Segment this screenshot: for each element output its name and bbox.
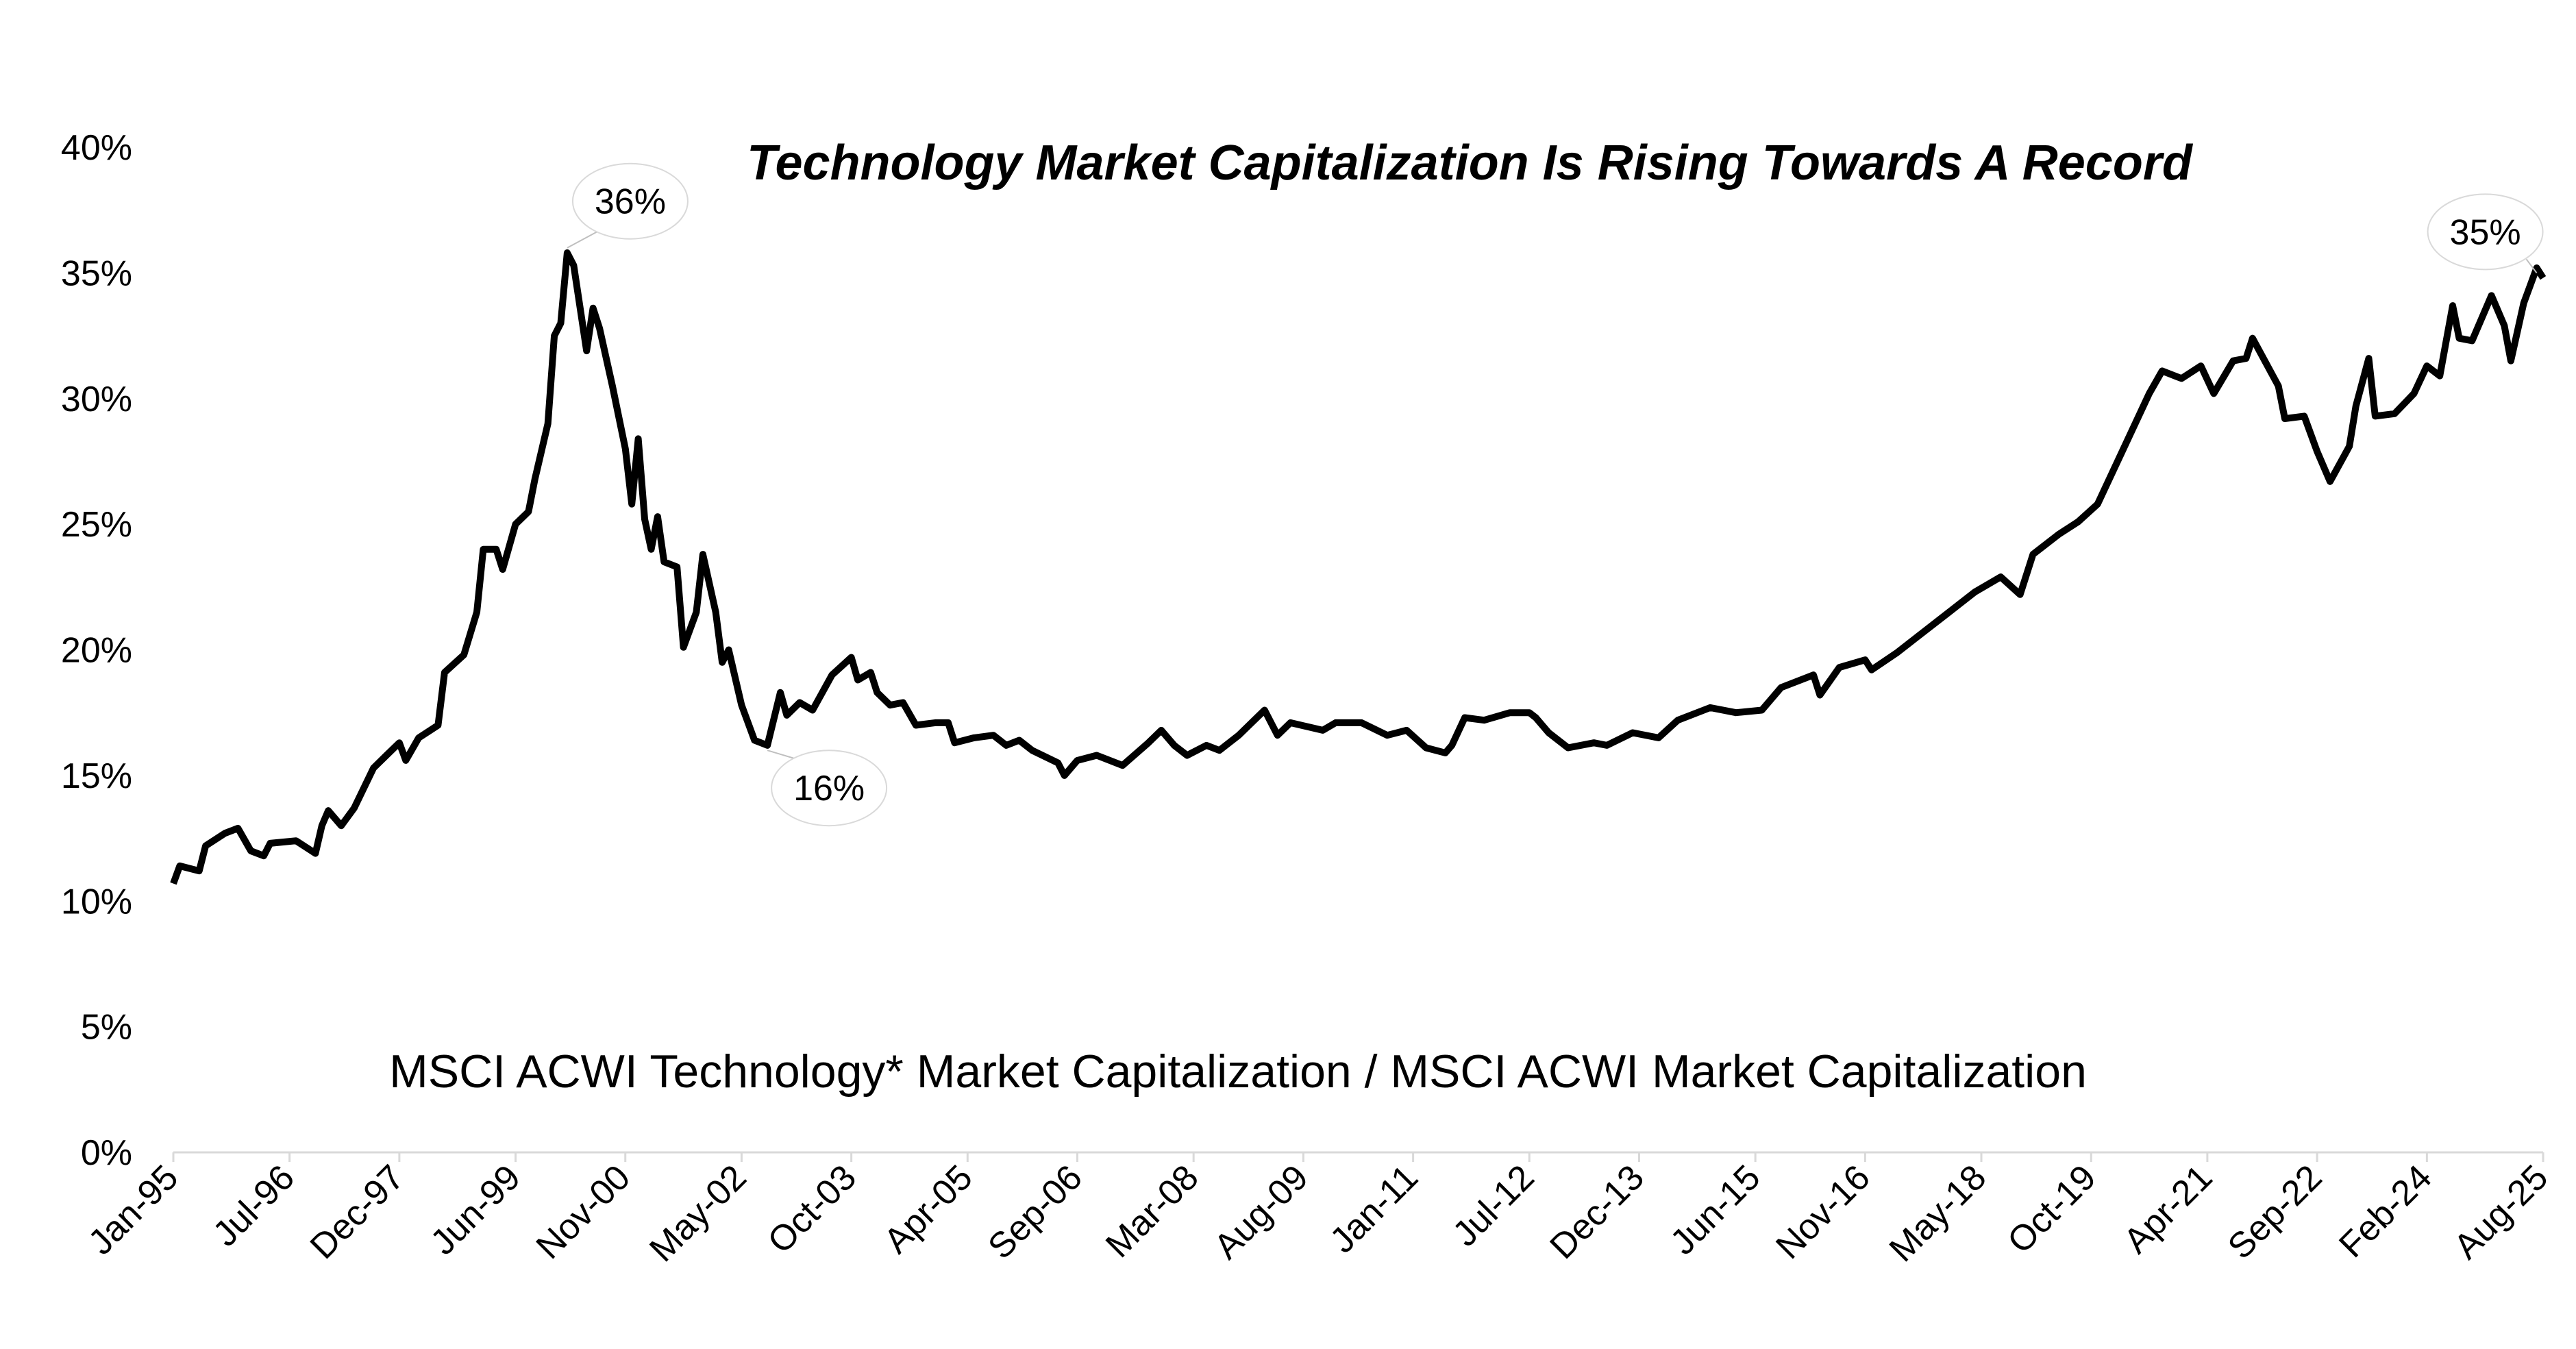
x-tick-label: Jun-15 bbox=[1663, 1157, 1768, 1262]
y-tick-label: 25% bbox=[61, 505, 132, 545]
callout-bubble bbox=[2427, 193, 2544, 271]
callout-label: 16% bbox=[793, 769, 865, 808]
callout-leader bbox=[2525, 258, 2538, 273]
x-tick-label: Aug-25 bbox=[2447, 1157, 2556, 1267]
x-tick-label: Dec-97 bbox=[303, 1157, 412, 1267]
x-tick-label: Jan-11 bbox=[1322, 1157, 1426, 1261]
y-tick-label: 5% bbox=[81, 1008, 132, 1048]
x-tick-label: Aug-09 bbox=[1206, 1157, 1316, 1267]
y-tick-label: 30% bbox=[61, 380, 132, 419]
y-tick-label: 10% bbox=[61, 882, 132, 921]
x-tick-label: Jan-95 bbox=[81, 1157, 186, 1262]
chart-title: Technology Market Capitalization Is Risi… bbox=[747, 136, 2194, 190]
x-tick-label: Nov-00 bbox=[529, 1157, 639, 1267]
x-tick-label: Oct-19 bbox=[2000, 1157, 2103, 1261]
data-line bbox=[170, 249, 2547, 885]
y-tick-label: 35% bbox=[61, 253, 132, 293]
x-tick-label: May-02 bbox=[642, 1157, 754, 1270]
y-tick-label: 15% bbox=[61, 756, 132, 796]
x-tick-label: Sep-06 bbox=[980, 1157, 1090, 1267]
x-tick-label: Apr-05 bbox=[876, 1157, 980, 1261]
x-tick-label: Jul-96 bbox=[206, 1157, 302, 1254]
y-tick-label: 0% bbox=[81, 1133, 132, 1173]
y-tick-label: 40% bbox=[61, 128, 132, 168]
x-tick-label: May-18 bbox=[1882, 1157, 1994, 1270]
x-tick-label: Dec-13 bbox=[1542, 1157, 1652, 1267]
x-tick-label: Feb-24 bbox=[2331, 1157, 2440, 1265]
callout-label: 35% bbox=[2450, 212, 2521, 252]
y-tick-label: 20% bbox=[61, 631, 132, 671]
callout-bubble bbox=[571, 162, 689, 240]
x-tick-label: Jun-99 bbox=[423, 1157, 528, 1262]
x-tick-label: Apr-21 bbox=[2116, 1157, 2220, 1261]
callout-label: 36% bbox=[595, 182, 666, 222]
x-tick-label: Nov-16 bbox=[1768, 1157, 1878, 1267]
x-tick-label: Sep-22 bbox=[2220, 1157, 2330, 1267]
x-tick-label: Mar-08 bbox=[1098, 1157, 1206, 1265]
x-tick-label: Jul-12 bbox=[1446, 1157, 1542, 1254]
callout-bubble bbox=[771, 750, 888, 827]
x-tick-label: Oct-03 bbox=[760, 1157, 864, 1261]
chart-subtitle: MSCI ACWI Technology* Market Capitalizat… bbox=[389, 1045, 2087, 1098]
